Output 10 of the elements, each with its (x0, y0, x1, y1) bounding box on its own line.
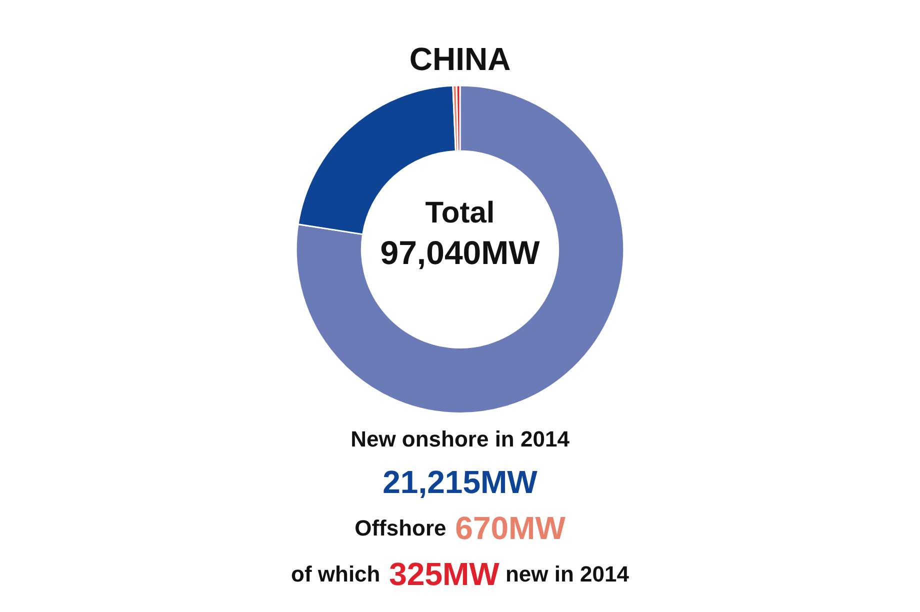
text: 21,215MW (382, 464, 538, 500)
text: Offshore (354, 516, 446, 540)
text: New onshore in 2014 (350, 426, 570, 452)
text: new in 2014 (499, 562, 630, 586)
text: Total (425, 196, 495, 230)
text: 670MW (446, 510, 566, 546)
text: 325MW (380, 556, 500, 592)
text: 97,040MW (380, 234, 541, 271)
chart-title: CHINA (409, 41, 511, 77)
text: of which (291, 562, 380, 586)
